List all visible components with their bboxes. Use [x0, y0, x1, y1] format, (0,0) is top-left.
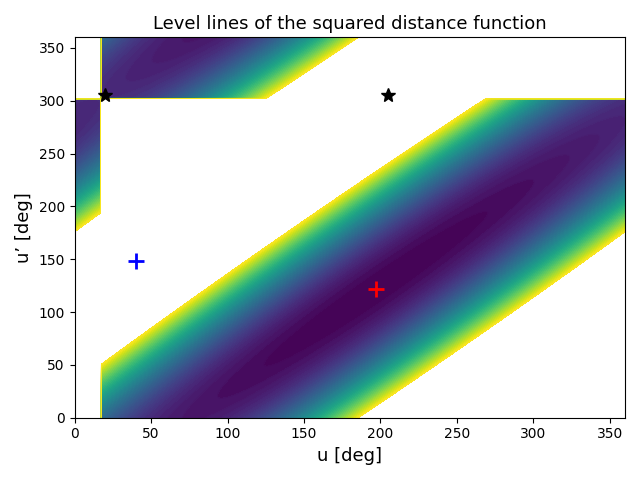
Y-axis label: u’ [deg]: u’ [deg] [15, 192, 33, 263]
X-axis label: u [deg]: u [deg] [317, 447, 382, 465]
Title: Level lines of the squared distance function: Level lines of the squared distance func… [153, 15, 547, 33]
